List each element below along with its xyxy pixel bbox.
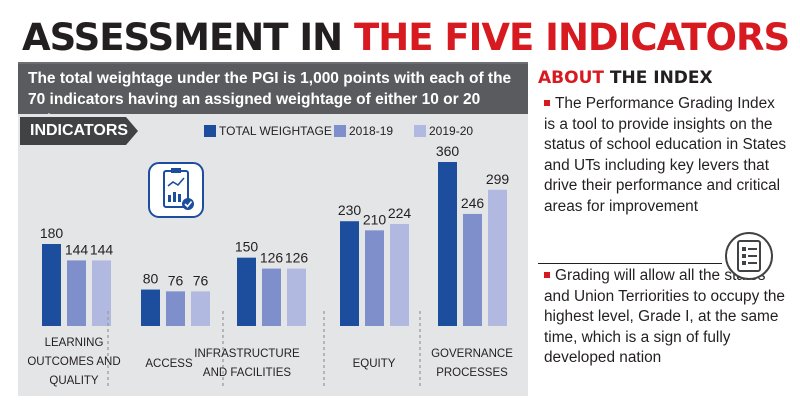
bar [141,289,160,326]
bar [340,221,359,326]
bar [287,268,306,326]
bar [365,230,384,326]
data-label: 299 [486,171,510,187]
bullet-square-icon [544,272,550,278]
bullet-square-icon [544,100,550,106]
data-label: 76 [193,272,209,288]
about-the-index: ABOUT THE INDEX The Performance Grading … [538,64,790,396]
indicators-tab [20,117,138,145]
category-label: INFRASTRUCTURE AND FACILITIES [194,348,300,379]
bar [262,268,281,326]
bar [463,213,482,326]
data-label: 230 [338,202,362,218]
legend-swatch [334,125,346,137]
bar [438,162,457,326]
category-label: LEARNING OUTCOMES AND QUALITY [27,337,120,387]
data-label: 180 [40,225,64,241]
sidebar-title: ABOUT THE INDEX [538,68,713,88]
data-label: 246 [461,195,485,211]
sidebar-title-part-b: THE INDEX [609,68,713,88]
legend-label: 2018-19 [349,124,394,138]
report-chart-icon [148,162,204,218]
data-label: 144 [90,241,114,257]
data-label: 76 [168,272,184,288]
bar-chart: 180 80 150 230 360 144 76 126 210 246 144 76 126 224 2… [27,143,513,388]
bar [191,291,210,326]
legend-swatch [204,125,216,137]
headline-part-a: ASSESSMENT IN [22,16,354,59]
sidebar-point: Grading will allow all the states and Un… [544,266,790,369]
sidebar-title-part-a: ABOUT [538,68,610,88]
indicators-label: INDICATORS [30,122,129,139]
legend-label: TOTAL WEIGHTAGE [219,124,332,138]
headline-rule [18,62,528,64]
bar [166,291,185,326]
category-label: GOVERNANCE PROCESSES [431,348,513,379]
data-label: 210 [363,211,387,227]
category-label: ACCESS [145,358,193,370]
data-label: 144 [65,241,89,257]
data-label: 126 [285,250,309,266]
bar [67,260,86,326]
bar [488,189,507,326]
sidebar-point: The Performance Grading Index is a tool … [544,94,790,218]
legend-label: 2019-20 [429,124,474,138]
data-label: 150 [235,239,259,255]
legend-swatch [414,125,426,137]
data-label: 360 [436,143,460,159]
intro-text: The total weightage under the PGI is 1,0… [18,64,528,129]
checklist-icon [724,231,774,281]
sidebar-point-text: Grading will allow all the states and Un… [544,267,785,367]
sidebar-point-text: The Performance Grading Index is a tool … [544,95,787,215]
headline: ASSESSMENT IN THE FIVE INDICATORS [22,16,790,60]
data-label: 80 [143,271,159,287]
data-label: 126 [260,250,284,266]
bar [237,257,256,326]
bar [92,260,111,326]
bar [42,244,61,326]
headline-part-b: THE FIVE INDICATORS [353,16,790,59]
sidebar-divider [538,263,722,264]
bar [390,223,409,326]
data-label: 224 [388,205,412,221]
category-label: EQUITY [353,358,396,370]
